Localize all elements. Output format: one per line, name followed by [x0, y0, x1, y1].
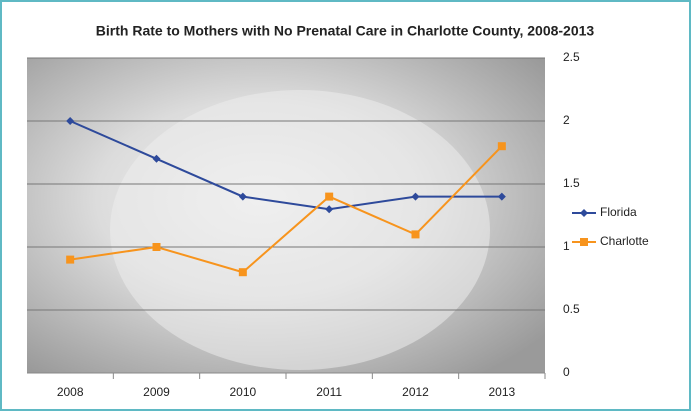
- series-line: [70, 145, 503, 274]
- legend-label: Florida: [600, 205, 637, 219]
- marker: [411, 192, 420, 201]
- marker: [152, 154, 161, 163]
- y-tick-label: 1.5: [563, 176, 580, 190]
- y-tick-label: 0: [563, 365, 570, 379]
- x-tick-label: 2010: [229, 385, 256, 399]
- y-tick-label: 2: [563, 113, 570, 127]
- y-tick-label: 0.5: [563, 302, 580, 316]
- marker: [497, 192, 506, 201]
- marker: [580, 238, 588, 246]
- marker: [325, 205, 334, 214]
- marker: [238, 268, 247, 277]
- x-tick-label: 2013: [488, 385, 515, 399]
- series-line: [69, 120, 502, 211]
- x-tick-label: 2008: [57, 385, 84, 399]
- marker: [66, 117, 75, 125]
- marker: [66, 255, 75, 264]
- y-tick-label: 1: [563, 239, 570, 253]
- marker: [238, 192, 247, 201]
- marker: [152, 243, 161, 251]
- y-tick-label: 2.5: [563, 50, 580, 64]
- marker: [580, 209, 588, 217]
- x-tick-label: 2009: [143, 385, 170, 399]
- x-tick-label: 2012: [402, 385, 429, 399]
- background-photo: [110, 90, 490, 370]
- marker: [497, 142, 506, 151]
- marker: [411, 230, 420, 239]
- x-tick-label: 2011: [316, 385, 342, 399]
- chart-title: Birth Rate to Mothers with No Prenatal C…: [96, 23, 595, 39]
- marker: [325, 192, 334, 201]
- legend-label: Charlotte: [600, 234, 649, 248]
